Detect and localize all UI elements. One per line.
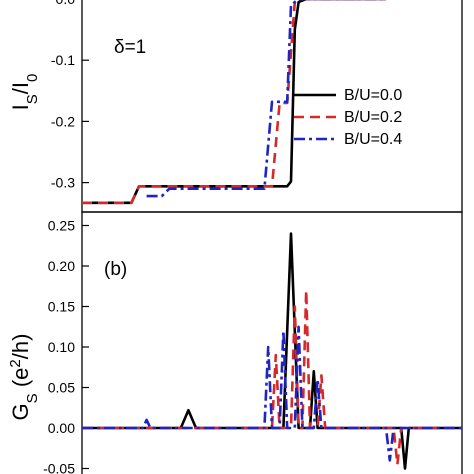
bottom-y-ticks: -0.05 0.00 0.05 0.10 0.15 0.20 0.25 <box>43 218 89 474</box>
y-tick-label: 0.05 <box>48 380 75 396</box>
y-axis-label-text: IS/I0 <box>8 74 41 111</box>
legend-label: B/U=0.0 <box>344 87 402 104</box>
y-tick-label: -0.3 <box>51 175 75 191</box>
legend-label: B/U=0.4 <box>344 131 402 148</box>
series-line-b-u-0-4 <box>82 325 462 462</box>
y-tick-label: -0.2 <box>51 113 75 129</box>
y-tick-label: 0.0 <box>56 0 76 7</box>
y-tick-label: 0.00 <box>48 420 75 436</box>
bottom-annotation: (b) <box>104 259 127 280</box>
series-line-b-u-0-2 <box>82 289 462 466</box>
y-tick-label: -0.05 <box>43 461 75 474</box>
top-series <box>82 0 386 205</box>
series-line-b-u-0-0 <box>82 232 462 470</box>
legend: B/U=0.0 B/U=0.2 B/U=0.4 <box>294 87 402 148</box>
top-annotation: δ=1 <box>114 37 146 58</box>
top-y-ticks: -0.3 -0.2 -0.1 0.0 <box>51 0 89 191</box>
y-tick-label: 0.10 <box>48 339 75 355</box>
top-panel: -0.3 -0.2 -0.1 0.0 δ=1 IS/I0 B/U=0.0 B/U=0.2… <box>8 0 463 213</box>
series-line-b-u-0-2 <box>82 0 386 205</box>
y-tick-label: 0.20 <box>48 258 75 274</box>
bottom-series <box>82 232 462 470</box>
bottom-y-axis-label: GS (e2/h) <box>7 334 41 421</box>
y-tick-label: 0.15 <box>48 299 75 315</box>
y-tick-label: 0.25 <box>48 218 75 234</box>
legend-label: B/U=0.2 <box>344 109 402 126</box>
series-line-b-u-0-4 <box>146 0 386 198</box>
top-y-axis-label: IS/I0 <box>8 74 41 111</box>
series-line-b-u-0-0 <box>82 0 386 205</box>
y-tick-label: -0.1 <box>51 52 75 68</box>
bottom-panel-frame <box>81 211 463 474</box>
bottom-panel: -0.05 0.00 0.05 0.10 0.15 0.20 0.25 (b) GS (e2… <box>7 211 463 474</box>
y-axis-label-text: GS (e2/h) <box>7 334 41 421</box>
